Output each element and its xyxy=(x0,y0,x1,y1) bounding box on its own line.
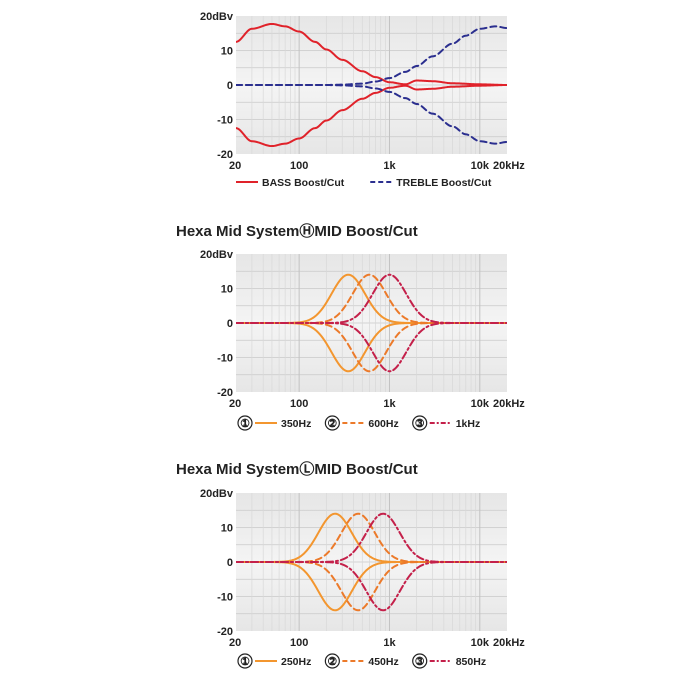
legend-item-2: ②2 450Hz xyxy=(324,653,399,669)
curves xyxy=(236,512,507,612)
series-1-boost-curve xyxy=(236,22,507,86)
x-tick-label: 10k xyxy=(471,160,490,172)
y-tick-label: 10 xyxy=(221,46,233,58)
x-tick-label: 100 xyxy=(290,398,308,410)
legend-marker: ② xyxy=(327,418,337,430)
legend-number: 1 xyxy=(242,656,248,668)
eq-chart-3: Hexa Mid SystemⓁMID Boost/Cut20dBv100-10… xyxy=(176,460,525,669)
legend-item-2: TREBLE Boost/Cut xyxy=(370,177,492,189)
y-tick-label: 10 xyxy=(221,284,233,296)
x-tick-label: 20 xyxy=(229,398,241,410)
x-tick-label: 20kHz xyxy=(493,637,525,649)
y-tick-label: 10 xyxy=(221,523,233,535)
y-tick-label: -20 xyxy=(217,626,233,638)
x-tick-label: 10k xyxy=(471,637,490,649)
legend-number-circle xyxy=(412,653,428,669)
y-tick-label: -10 xyxy=(217,353,233,365)
legend-number-circle xyxy=(412,415,428,431)
legend-marker: ① xyxy=(240,418,250,430)
x-tick-label: 1k xyxy=(383,398,396,410)
legend-item-1: ①1 250Hz xyxy=(237,653,311,669)
y-tick-label: -10 xyxy=(217,115,233,127)
chart-title: Hexa Mid SystemⒽMID Boost/Cut xyxy=(176,222,418,240)
y-tick-label: 20dBv xyxy=(200,488,234,500)
y-tick-label: 0 xyxy=(227,557,233,569)
legend-label: 450Hz xyxy=(368,656,398,668)
legend-label: TREBLE Boost/Cut xyxy=(396,177,492,189)
legend-marker: ③ xyxy=(415,418,425,430)
y-tick-label: -20 xyxy=(217,387,233,399)
legend-marker: ② xyxy=(327,656,337,668)
x-tick-label: 20 xyxy=(229,160,241,172)
x-tick-label: 20 xyxy=(229,637,241,649)
eq-chart-2: Hexa Mid SystemⒽMID Boost/Cut20dBv100-10… xyxy=(176,222,525,431)
legend-number-circle xyxy=(324,415,340,431)
x-tick-label: 1k xyxy=(383,637,396,649)
legend-item-1: BASS Boost/Cut xyxy=(236,177,345,189)
y-tick-label: 0 xyxy=(227,80,233,92)
series-1-cut-curve xyxy=(236,84,507,148)
curves xyxy=(236,22,507,148)
x-tick-label: 20kHz xyxy=(493,398,525,410)
legend-number: 2 xyxy=(329,656,335,668)
chart-title: Hexa Mid SystemⓁMID Boost/Cut xyxy=(176,460,418,478)
legend-marker: ① xyxy=(240,656,250,668)
x-tick-label: 20kHz xyxy=(493,160,525,172)
legend: ①1 350Hz ②2 600Hz ③3 1kHz xyxy=(237,415,481,431)
series-3-cut-curve xyxy=(236,322,507,373)
y-tick-label: -10 xyxy=(217,592,233,604)
y-tick-label: 20dBv xyxy=(200,11,234,23)
x-tick-label: 100 xyxy=(290,160,308,172)
legend-label: 1kHz xyxy=(456,418,481,430)
legend-number: 1 xyxy=(242,418,248,430)
y-tick-label: -20 xyxy=(217,149,233,161)
legend: ①1 250Hz ②2 450Hz ③3 850Hz xyxy=(237,653,486,669)
legend-label: 600Hz xyxy=(368,418,398,430)
legend-item-2: ②2 600Hz xyxy=(324,415,399,431)
legend-item-3: ③3 850Hz xyxy=(412,653,486,669)
legend-label: 850Hz xyxy=(456,656,486,668)
legend-item-1: ①1 350Hz xyxy=(237,415,311,431)
legend-number: 3 xyxy=(417,418,423,430)
y-tick-label: 20dBv xyxy=(200,249,234,261)
legend: BASS Boost/Cut TREBLE Boost/Cut xyxy=(236,177,492,189)
series-3-cut-curve xyxy=(236,561,507,612)
legend-label: 250Hz xyxy=(281,656,311,668)
y-tick-label: 0 xyxy=(227,318,233,330)
legend-marker: ③ xyxy=(415,656,425,668)
legend-number-circle xyxy=(324,653,340,669)
legend-number-circle xyxy=(237,653,253,669)
legend-label: 350Hz xyxy=(281,418,311,430)
legend-number-circle xyxy=(237,415,253,431)
series-2-cut-curve xyxy=(236,84,507,145)
x-tick-label: 1k xyxy=(383,160,396,172)
curves xyxy=(236,273,507,373)
legend-label: BASS Boost/Cut xyxy=(262,177,345,189)
legend-number: 2 xyxy=(329,418,335,430)
legend-item-3: ③3 1kHz xyxy=(412,415,481,431)
x-tick-label: 10k xyxy=(471,398,490,410)
x-tick-label: 100 xyxy=(290,637,308,649)
legend-number: 3 xyxy=(417,656,423,668)
